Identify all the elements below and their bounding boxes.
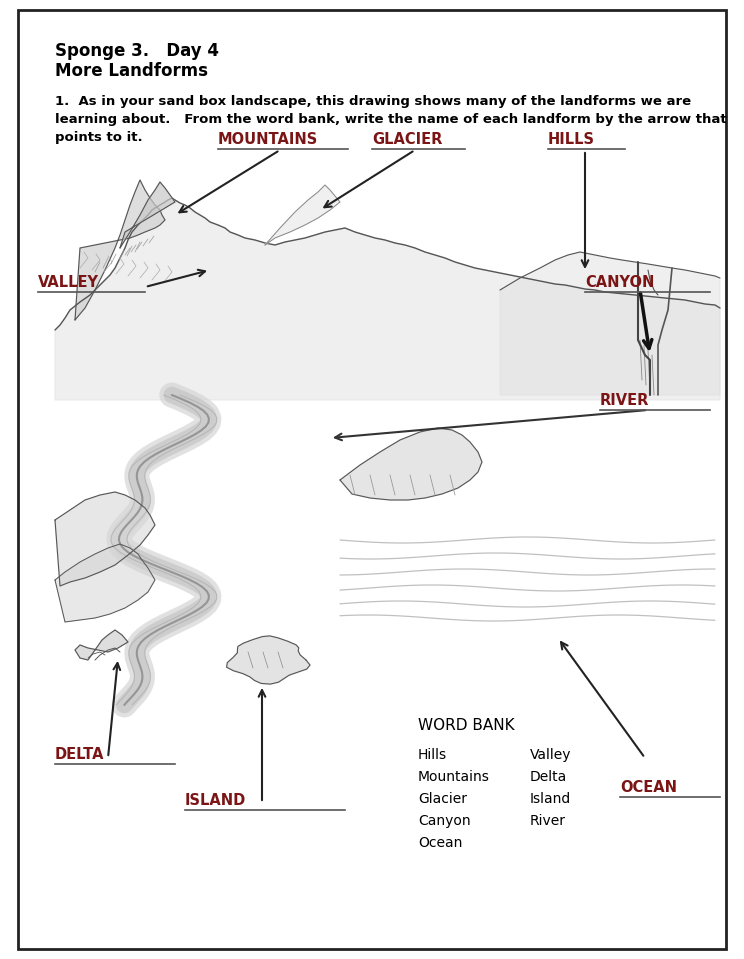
Polygon shape: [340, 428, 482, 500]
Text: HILLS: HILLS: [548, 132, 595, 147]
Text: Island: Island: [530, 792, 571, 806]
Text: Sponge 3.   Day 4: Sponge 3. Day 4: [55, 42, 219, 60]
Text: points to it.: points to it.: [55, 131, 143, 144]
Polygon shape: [120, 182, 175, 248]
Text: More Landforms: More Landforms: [55, 62, 208, 80]
Text: Valley: Valley: [530, 748, 571, 762]
Text: WORD BANK: WORD BANK: [418, 718, 515, 733]
Text: Mountains: Mountains: [418, 770, 490, 784]
Text: River: River: [530, 814, 566, 828]
Text: ISLAND: ISLAND: [185, 793, 246, 808]
Polygon shape: [75, 180, 165, 320]
Text: Glacier: Glacier: [418, 792, 467, 806]
Text: Canyon: Canyon: [418, 814, 471, 828]
Text: GLACIER: GLACIER: [372, 132, 443, 147]
Text: 1.  As in your sand box landscape, this drawing shows many of the landforms we a: 1. As in your sand box landscape, this d…: [55, 95, 691, 108]
Text: Delta: Delta: [530, 770, 567, 784]
Text: Hills: Hills: [418, 748, 447, 762]
Polygon shape: [55, 198, 720, 400]
Text: RIVER: RIVER: [600, 393, 650, 408]
Polygon shape: [55, 492, 155, 586]
Text: MOUNTAINS: MOUNTAINS: [218, 132, 318, 147]
Polygon shape: [265, 185, 340, 245]
Text: CANYON: CANYON: [585, 275, 655, 290]
Polygon shape: [500, 252, 720, 395]
Text: OCEAN: OCEAN: [620, 780, 677, 795]
Polygon shape: [75, 630, 128, 660]
Text: learning about.   From the word bank, write the name of each landform by the arr: learning about. From the word bank, writ…: [55, 113, 727, 126]
Text: DELTA: DELTA: [55, 747, 104, 762]
Polygon shape: [55, 544, 155, 622]
Polygon shape: [227, 636, 310, 684]
Text: VALLEY: VALLEY: [38, 275, 99, 290]
Text: Ocean: Ocean: [418, 836, 462, 850]
